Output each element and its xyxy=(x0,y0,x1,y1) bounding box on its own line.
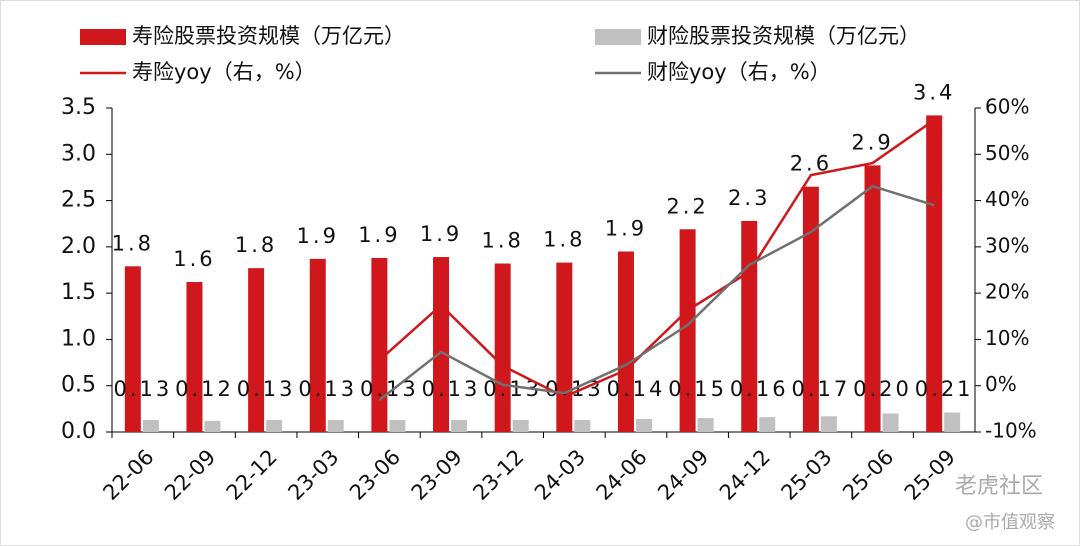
legend-swatch xyxy=(80,29,126,45)
value-label: 0.13 xyxy=(237,377,296,401)
value-label: 0.13 xyxy=(422,377,481,401)
legend-label: 财险股票投资规模（万亿元） xyxy=(647,24,920,48)
y2-tick-label: 0% xyxy=(985,372,1017,396)
y-tick-label: 0.0 xyxy=(61,419,96,444)
bar xyxy=(820,416,837,432)
bar xyxy=(371,257,388,432)
value-label: 0.14 xyxy=(607,377,666,401)
line xyxy=(378,119,935,399)
value-label: 1.9 xyxy=(297,224,339,248)
value-label: 1.6 xyxy=(173,247,215,271)
y-tick-label: 3.0 xyxy=(61,141,96,166)
bar xyxy=(926,115,943,433)
value-label: 0.17 xyxy=(792,377,851,401)
bar xyxy=(327,419,344,432)
value-label: 1.8 xyxy=(481,229,523,253)
watermark: @市值观察 xyxy=(965,512,1055,533)
bar xyxy=(617,251,634,432)
value-label: 1.9 xyxy=(420,222,462,246)
bar xyxy=(556,262,573,432)
bar xyxy=(204,420,221,432)
value-label: 0.16 xyxy=(730,377,789,401)
y-tick-label: 2.5 xyxy=(61,188,96,213)
bar xyxy=(864,165,881,432)
y2-tick-label: 10% xyxy=(985,326,1029,350)
bar xyxy=(186,282,203,432)
value-label: 0.13 xyxy=(298,377,357,401)
value-label: 2.9 xyxy=(851,130,893,154)
bar xyxy=(124,266,141,432)
bar xyxy=(697,418,714,432)
line xyxy=(378,184,935,402)
value-label: 1.9 xyxy=(358,223,400,247)
value-label: 1.9 xyxy=(605,216,647,240)
bar xyxy=(142,419,159,432)
value-label: 0.13 xyxy=(113,377,172,401)
watermark: 老虎社区 xyxy=(955,474,1043,499)
value-label: 1.8 xyxy=(112,231,154,255)
legend-label: 寿险股票投资规模（万亿元） xyxy=(132,24,405,48)
value-label: 1.8 xyxy=(543,228,585,252)
y2-tick-label: -10% xyxy=(985,419,1037,443)
value-label: 0.20 xyxy=(853,377,912,401)
value-label: 0.15 xyxy=(668,377,727,401)
bar xyxy=(574,419,591,432)
value-label: 3.4 xyxy=(913,80,955,104)
bar xyxy=(389,419,406,432)
y-tick-label: 2.0 xyxy=(61,234,96,259)
y-tick-label: 1.0 xyxy=(61,326,96,351)
value-label: 0.21 xyxy=(915,377,974,401)
bar xyxy=(494,263,511,432)
bar xyxy=(309,258,326,432)
bar xyxy=(635,419,652,432)
bar xyxy=(802,186,819,432)
y2-tick-label: 60% xyxy=(985,95,1029,119)
y2-tick-label: 20% xyxy=(985,280,1029,304)
y-tick-label: 1.5 xyxy=(61,280,96,305)
legend-label: 寿险yoy（右，%） xyxy=(132,60,316,84)
bar xyxy=(679,229,696,432)
value-label: 2.3 xyxy=(728,186,770,210)
y2-tick-label: 30% xyxy=(985,233,1029,257)
value-label: 2.2 xyxy=(666,194,708,218)
bar xyxy=(451,419,468,432)
bar xyxy=(512,419,529,432)
value-label: 0.12 xyxy=(175,377,234,401)
bar xyxy=(266,419,283,432)
value-label: 1.8 xyxy=(235,233,277,257)
y2-tick-label: 50% xyxy=(985,141,1029,165)
legend-label: 财险yoy（右，%） xyxy=(647,60,831,84)
bar xyxy=(944,412,961,432)
bar xyxy=(433,257,450,432)
y-tick-label: 0.5 xyxy=(61,373,96,398)
bar xyxy=(248,268,265,432)
bar xyxy=(882,413,899,432)
y-tick-label: 3.5 xyxy=(61,95,96,120)
value-label: 0.13 xyxy=(360,377,419,401)
legend-swatch xyxy=(595,29,641,45)
y2-tick-label: 40% xyxy=(985,187,1029,211)
bar xyxy=(759,417,776,432)
